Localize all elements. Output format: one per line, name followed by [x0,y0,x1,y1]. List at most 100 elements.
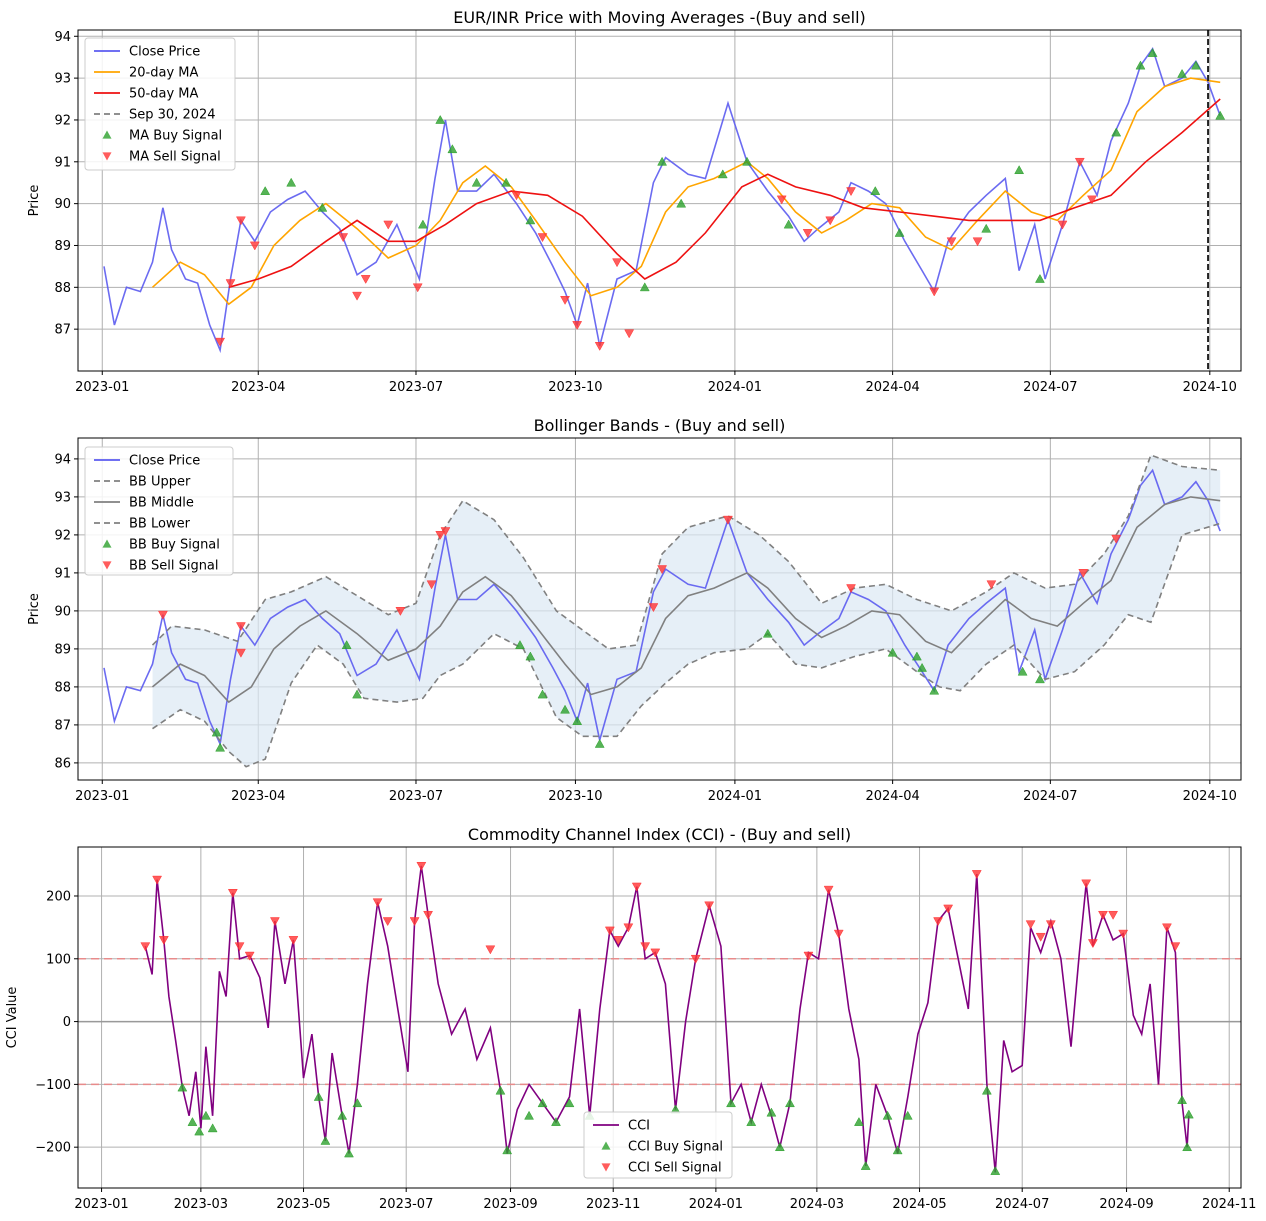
buy-signal-point [1014,165,1025,175]
buy-signal-point [917,662,928,672]
legend-box [84,37,236,171]
y-tick-label: 90 [54,604,71,619]
buy-signal-point [887,647,898,657]
sell-signal-point [158,610,168,620]
sell-signal-point [249,241,260,251]
moving-average-chart: 2023-01 2023-04 2023-07 2023-10 2024-01 2024-… [27,8,1242,395]
sell-signal-point [235,216,246,226]
legend-label: Close Price [129,454,200,469]
buy-signal-point [207,1123,218,1133]
plot-frame [77,846,1242,1189]
x-tick-label: 2023-01 [75,789,129,804]
sell-signal-point [604,926,615,936]
legend-label: BB Buy Signal [129,538,220,553]
buy-signal-point [471,177,482,187]
sell-signal-point [1081,879,1092,889]
sell-signal-point [946,237,957,247]
buy-signal-point [560,704,570,714]
legend-label: BB Upper [129,475,191,490]
sell-signal-point [1108,910,1119,920]
buy-signal-point [495,1085,506,1095]
x-tick-label: 2024-09 [1099,1197,1153,1212]
legend-label: CCI [628,1119,650,1134]
sell-signal-point [1087,195,1097,205]
x-tick-label: 2023-01 [74,1197,128,1212]
sell-signal-point [244,951,255,961]
x-tick-label: 2023-09 [483,1197,537,1212]
legend-label: BB Lower [129,517,191,532]
legend-label: BB Middle [129,496,194,511]
sell-signal-point [594,342,605,351]
sell-signal-point [1057,220,1068,230]
x-tick-label: 2023-03 [174,1197,228,1212]
sell-signal-point [435,531,446,540]
sell-signal-point [776,195,787,205]
x-tick-label: 2023-07 [389,789,443,804]
buy-signal-point [317,202,328,212]
buy-signal-point [260,186,271,195]
y-tick-label: 200 [46,889,71,904]
buy-signal-point [177,1082,188,1092]
buy-signal-point [783,219,794,229]
buy-signal-point [313,1091,324,1101]
legend-label: 20-day MA [129,66,198,81]
y-tick-label: 88 [54,281,71,296]
buy-signal-point [187,1117,198,1126]
sell-signal-point [846,187,856,197]
legend-swatch [102,561,112,570]
chart-title: Bollinger Bands - (Buy and sell) [534,416,786,435]
y-tick-label: 89 [54,239,71,254]
x-tick-label: 2024-05 [892,1197,946,1212]
x-tick-label: 2023-04 [231,789,285,804]
legend-label: BB Sell Signal [129,559,219,574]
x-tick-label: 2024-07 [1023,789,1077,804]
sell-signal-point [1098,910,1108,920]
x-tick-label: 2024-10 [1183,380,1237,395]
buy-signal-point [337,1110,348,1120]
buy-signal-point [515,640,525,649]
band-fill [152,455,1221,767]
buy-signal-point [501,177,512,187]
sell-signal-point [704,901,715,911]
sell-signal-point [1035,932,1046,942]
x-tick-label: 2023-10 [548,789,602,804]
buy-signal-point [417,219,428,229]
cci-chart: 2023-01 2023-03 2023-05 2023-07 2023-09 2023-… [5,825,1256,1212]
legend: Close Price 20-day MA 50-day MA Sep 30, 202… [84,37,236,171]
series-line-50-day-ma [228,98,1221,289]
x-tick-label: 2024-07 [1023,380,1077,395]
sell-signal-point [352,291,362,301]
sell-signal-point [612,258,622,268]
buy-signal-point [551,1117,561,1126]
buy-signal-point [194,1126,205,1136]
y-tick-label: 92 [54,113,71,128]
buy-signal-point [785,1098,795,1108]
x-tick-label: 2024-01 [689,1197,743,1212]
buy-signal-point [320,1135,331,1145]
y-tick-label: 0 [63,1015,71,1030]
legend-label: Close Price [129,45,200,60]
y-tick-label: 93 [54,72,71,87]
y-tick-label: 87 [54,718,71,733]
x-tick-label: 2023-04 [231,380,285,395]
sell-signal-point [1074,157,1085,167]
sell-signal-point [288,936,299,945]
x-tick-label: 2023-05 [276,1197,330,1212]
sell-signal-point [648,603,659,613]
buy-signal-point [726,1098,736,1108]
series-line-bb-upper [151,454,1221,650]
sell-signal-point [140,942,151,952]
buy-signal-point [1035,273,1045,283]
series-line-20-day-ma [151,77,1221,306]
series-line-cci [144,865,1190,1173]
legend-swatch [102,539,112,548]
bollinger-bands-chart: 2023-01 2023-04 2023-07 2023-10 2024-01 2024-… [27,416,1242,804]
plot-area [103,454,1221,768]
sell-signal-point [933,917,943,927]
buy-signal-point [525,651,536,661]
buy-signal-point [447,144,458,154]
buy-signal-point [1035,674,1045,684]
buy-signal-point [1191,60,1201,70]
buy-signal-point [215,742,226,752]
buy-signal-point [990,1166,1001,1175]
